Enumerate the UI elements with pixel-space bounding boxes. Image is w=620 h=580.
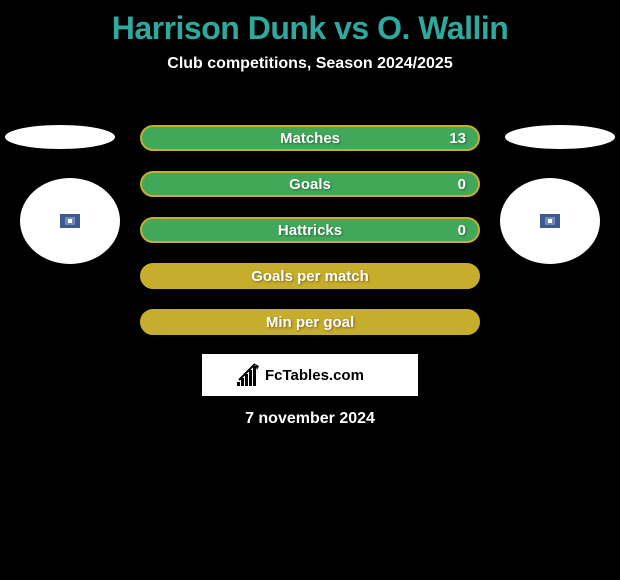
stat-value: 0 bbox=[458, 222, 466, 239]
stat-row-goals: Goals 0 bbox=[140, 171, 480, 197]
page-subtitle: Club competitions, Season 2024/2025 bbox=[0, 55, 620, 73]
stat-row-hattricks: Hattricks 0 bbox=[140, 217, 480, 243]
stat-label: Goals bbox=[289, 176, 331, 193]
stat-row-matches: Matches 13 bbox=[140, 125, 480, 151]
stat-label: Matches bbox=[280, 130, 340, 147]
stat-label: Min per goal bbox=[266, 314, 354, 331]
fctables-logo-icon: FcTables.com bbox=[235, 360, 385, 390]
stats-container: Matches 13 Goals 0 Hattricks 0 Goals per… bbox=[140, 125, 480, 355]
player-left-ellipse bbox=[5, 125, 115, 149]
club-left-badge-icon bbox=[60, 214, 80, 228]
stat-row-goals-per-match: Goals per match bbox=[140, 263, 480, 289]
stat-label: Goals per match bbox=[251, 268, 369, 285]
stat-row-min-per-goal: Min per goal bbox=[140, 309, 480, 335]
player-right-ellipse bbox=[505, 125, 615, 149]
club-left-circle bbox=[20, 178, 120, 264]
stat-value: 13 bbox=[449, 130, 466, 147]
club-right-badge-icon bbox=[540, 214, 560, 228]
svg-text:FcTables.com: FcTables.com bbox=[265, 367, 364, 384]
date-text: 7 november 2024 bbox=[0, 410, 620, 428]
page-title: Harrison Dunk vs O. Wallin bbox=[0, 0, 620, 47]
fctables-logo: FcTables.com bbox=[202, 354, 418, 396]
stat-value: 0 bbox=[458, 176, 466, 193]
club-right-circle bbox=[500, 178, 600, 264]
stat-label: Hattricks bbox=[278, 222, 342, 239]
